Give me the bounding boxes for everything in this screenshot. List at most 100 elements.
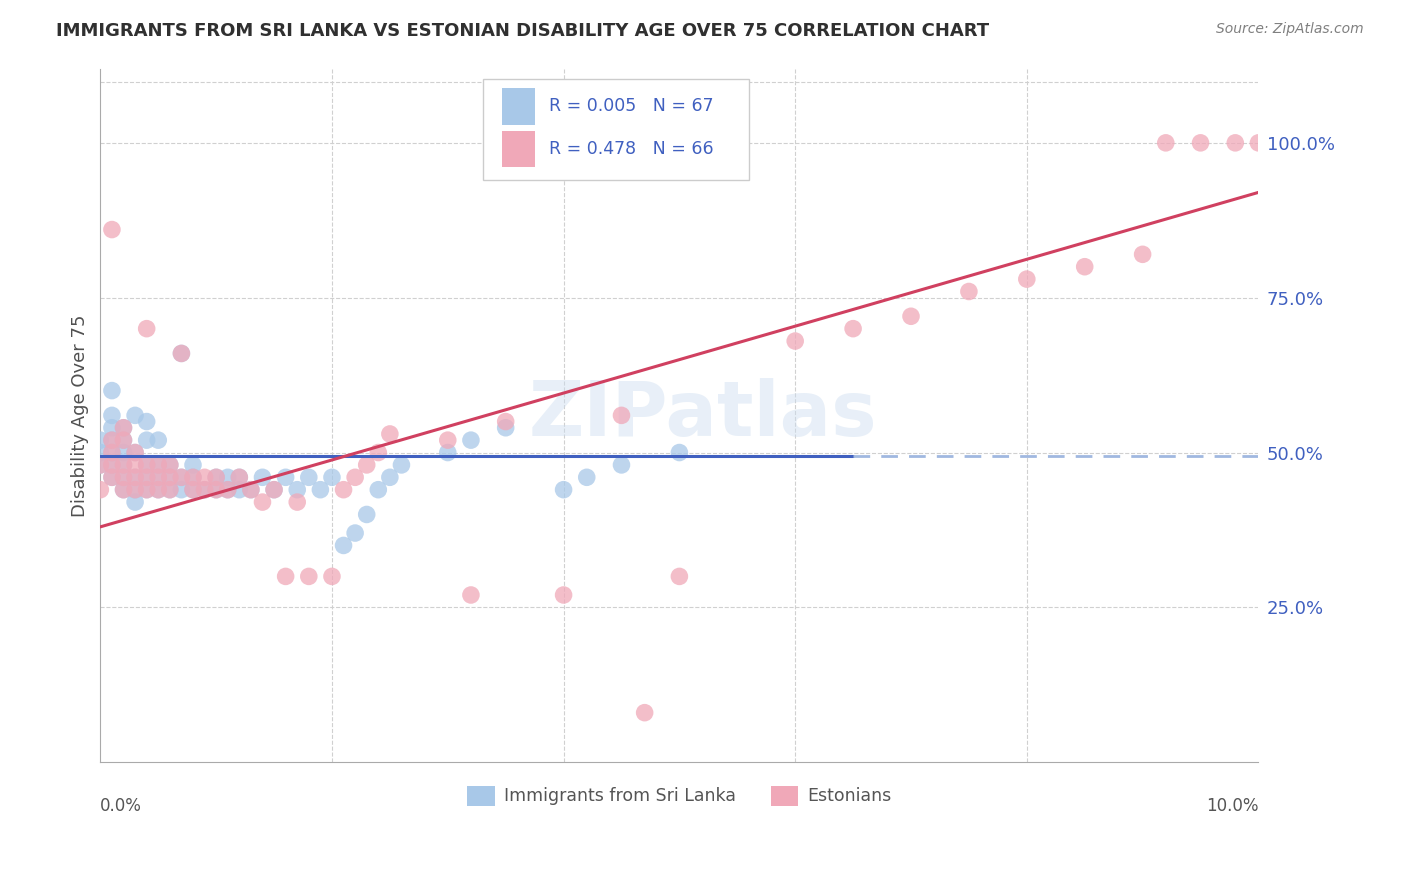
Point <box>217 483 239 497</box>
Point <box>112 433 135 447</box>
Point <box>194 483 217 497</box>
Point <box>495 415 517 429</box>
Point <box>135 470 157 484</box>
Point <box>89 483 111 497</box>
Point <box>101 384 124 398</box>
Point <box>228 483 250 497</box>
Point <box>217 483 239 497</box>
Point <box>159 470 181 484</box>
Point <box>124 445 146 459</box>
Point <box>101 458 124 472</box>
Point <box>170 346 193 360</box>
Point <box>228 470 250 484</box>
Point <box>112 470 135 484</box>
Point <box>436 445 458 459</box>
Point <box>170 483 193 497</box>
Point <box>309 483 332 497</box>
Point <box>252 470 274 484</box>
Point <box>89 445 111 459</box>
Point <box>124 445 146 459</box>
Point <box>124 409 146 423</box>
Point <box>344 526 367 541</box>
Bar <box>502 130 534 167</box>
Point <box>159 483 181 497</box>
Point <box>135 415 157 429</box>
Bar <box>502 88 534 125</box>
Point <box>1247 136 1270 150</box>
Point <box>252 495 274 509</box>
Point <box>460 588 482 602</box>
Point <box>321 470 343 484</box>
Point <box>367 483 389 497</box>
Point <box>159 483 181 497</box>
Point <box>181 483 204 497</box>
Point <box>181 470 204 484</box>
Point <box>263 483 285 497</box>
Legend: Immigrants from Sri Lanka, Estonians: Immigrants from Sri Lanka, Estonians <box>461 779 898 813</box>
Point <box>101 433 124 447</box>
Point <box>633 706 655 720</box>
Point <box>610 409 633 423</box>
Point <box>148 433 170 447</box>
Text: ZIPatlas: ZIPatlas <box>529 378 877 452</box>
Text: IMMIGRANTS FROM SRI LANKA VS ESTONIAN DISABILITY AGE OVER 75 CORRELATION CHART: IMMIGRANTS FROM SRI LANKA VS ESTONIAN DI… <box>56 22 990 40</box>
Point <box>135 483 157 497</box>
Point <box>436 433 458 447</box>
Point <box>101 409 124 423</box>
Point <box>1154 136 1177 150</box>
Point <box>194 470 217 484</box>
Point <box>135 458 157 472</box>
Text: R = 0.478   N = 66: R = 0.478 N = 66 <box>548 140 713 158</box>
Point <box>298 569 321 583</box>
Point <box>274 569 297 583</box>
Text: Source: ZipAtlas.com: Source: ZipAtlas.com <box>1216 22 1364 37</box>
Point <box>112 470 135 484</box>
Point <box>148 458 170 472</box>
Point <box>668 569 690 583</box>
Point <box>112 445 135 459</box>
Point <box>298 470 321 484</box>
Point <box>124 470 146 484</box>
Point <box>101 445 124 459</box>
Point <box>205 483 228 497</box>
Point <box>101 470 124 484</box>
Point <box>356 508 378 522</box>
Y-axis label: Disability Age Over 75: Disability Age Over 75 <box>72 314 89 516</box>
Point <box>285 495 308 509</box>
Point <box>181 470 204 484</box>
Point <box>170 470 193 484</box>
Point <box>228 470 250 484</box>
Point <box>205 483 228 497</box>
Point <box>112 421 135 435</box>
Point <box>181 483 204 497</box>
Point <box>112 458 135 472</box>
Point <box>170 470 193 484</box>
Point <box>610 458 633 472</box>
Point <box>1073 260 1095 274</box>
Point <box>148 470 170 484</box>
Point <box>553 588 575 602</box>
Point <box>135 433 157 447</box>
Point <box>89 458 111 472</box>
Point <box>181 458 204 472</box>
Point <box>205 470 228 484</box>
Point <box>785 334 807 348</box>
Point <box>159 470 181 484</box>
Point <box>900 310 922 324</box>
Point <box>124 470 146 484</box>
Text: R = 0.005   N = 67: R = 0.005 N = 67 <box>548 97 713 115</box>
Point <box>1225 136 1247 150</box>
Point <box>112 483 135 497</box>
Point <box>391 458 413 472</box>
Point <box>217 470 239 484</box>
Point <box>124 458 146 472</box>
Point <box>148 483 170 497</box>
Point <box>553 483 575 497</box>
Point <box>378 426 401 441</box>
Point <box>239 483 262 497</box>
Point <box>124 483 146 497</box>
Point <box>378 470 401 484</box>
Point <box>194 483 217 497</box>
Point <box>495 421 517 435</box>
Text: 0.0%: 0.0% <box>100 797 142 815</box>
